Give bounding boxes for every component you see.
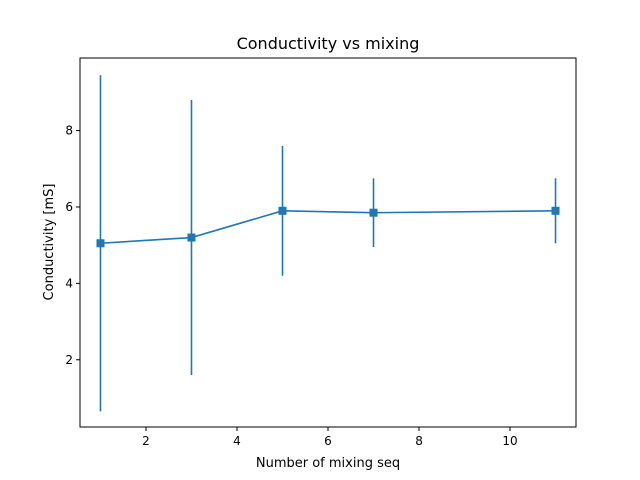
series-layer: [96, 206, 560, 248]
y-axis-label: Conductivity [mS]: [42, 184, 57, 301]
y-tick-label: 8: [65, 124, 73, 138]
data-point-marker: [278, 206, 287, 215]
y-axis: 2 4 6 8: [65, 124, 80, 367]
x-tick-label: 6: [324, 434, 332, 448]
data-point-marker: [187, 233, 196, 242]
y-tick-label: 6: [65, 200, 73, 214]
x-axis: 2 4 6 8 10: [142, 427, 518, 448]
y-tick-label: 4: [65, 276, 73, 290]
x-tick-label: 4: [233, 434, 241, 448]
y-tick-label: 2: [65, 353, 73, 367]
data-point-marker: [96, 239, 105, 248]
x-axis-label: Number of mixing seq: [256, 456, 400, 471]
chart-title: Conductivity vs mixing: [237, 34, 420, 53]
data-point-marker: [551, 206, 560, 215]
x-tick-label: 10: [502, 434, 517, 448]
x-tick-label: 2: [142, 434, 150, 448]
x-tick-label: 8: [415, 434, 423, 448]
data-point-marker: [369, 208, 378, 217]
